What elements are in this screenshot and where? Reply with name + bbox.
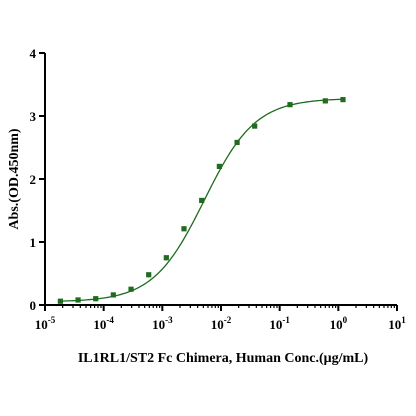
x-tick-label: 101 (388, 315, 406, 332)
x-tick-label: 10-3 (152, 315, 173, 332)
data-point (93, 296, 99, 302)
data-point (57, 298, 63, 304)
data-point (75, 297, 81, 303)
data-point (199, 197, 205, 204)
data-point (252, 123, 258, 129)
fit-curve (60, 98, 344, 302)
y-tick-label: 4 (30, 46, 37, 61)
x-tick-label: 10-1 (269, 315, 290, 332)
data-point (322, 98, 328, 104)
data-point (181, 226, 187, 232)
data-point (234, 139, 240, 146)
data-point (163, 255, 169, 261)
axes (44, 53, 397, 306)
data-point (146, 272, 152, 278)
data-point (128, 286, 134, 292)
y-axis-label: Abs.(OD.450nm) (7, 128, 22, 229)
y-tick-label: 1 (30, 235, 37, 250)
x-tick-label: 100 (330, 315, 348, 332)
y-tick-label: 3 (30, 109, 37, 124)
y-tick-label: 2 (30, 172, 37, 187)
data-point (110, 292, 116, 298)
x-axis-label: IL1RL1/ST2 Fc Chimera, Human Conc.(μg/mL… (78, 351, 369, 366)
y-ticks: 0 1 2 3 4 (30, 46, 45, 313)
x-tick-label: 10-5 (35, 315, 56, 332)
data-point (287, 102, 293, 108)
data-points (57, 97, 346, 304)
x-tick-label: 10-2 (211, 315, 232, 332)
data-point (216, 163, 222, 169)
x-tick-label: 10-4 (93, 315, 114, 332)
x-ticks: 10-5 10-4 10-3 10-2 10-1 100 101 (35, 305, 406, 332)
y-tick-label: 0 (30, 298, 37, 313)
data-point (340, 97, 346, 103)
